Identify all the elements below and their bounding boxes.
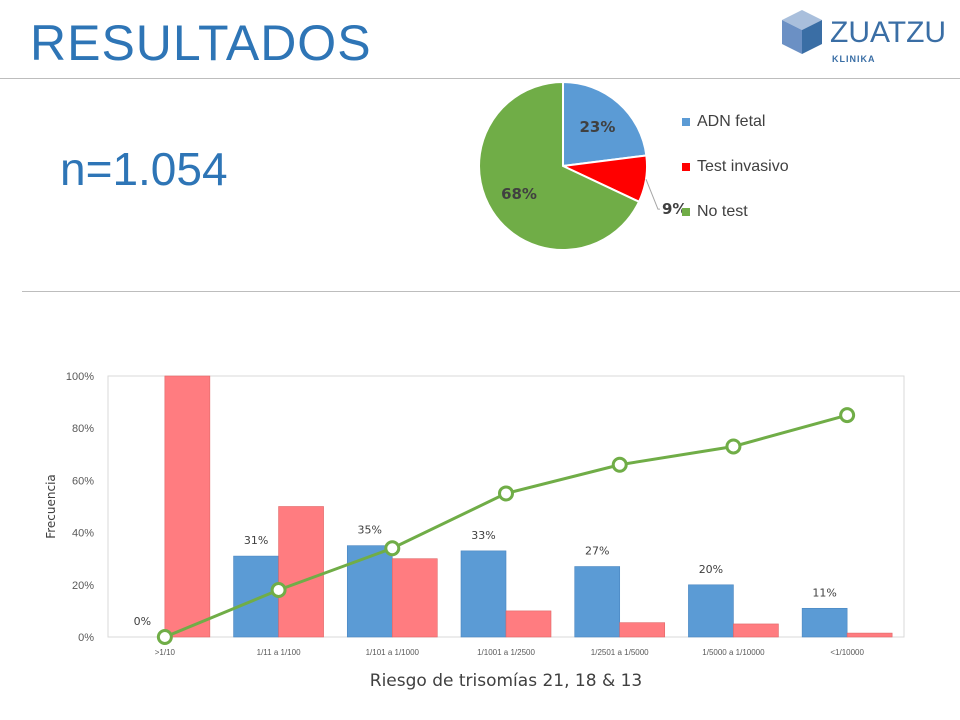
line-marker (270, 582, 287, 599)
x-tick-label: <1/10000 (830, 648, 864, 657)
pie-label-test-invasivo: 9% (662, 200, 687, 218)
bar-data-label: 20% (699, 563, 723, 576)
x-tick-label: 1/2501 a 1/5000 (591, 648, 649, 657)
pie-chart: 23% 68% 9% (478, 80, 687, 251)
cube-logo-icon (782, 10, 822, 54)
bar-data-label: 33% (471, 529, 495, 542)
bar-data-label: 35% (358, 524, 382, 537)
y-tick-label: 80% (72, 423, 94, 435)
page-title: RESULTADOS (30, 15, 372, 71)
bar-secondary (619, 622, 666, 638)
header-divider (0, 78, 960, 79)
line-marker (156, 629, 173, 645)
y-tick-label: 60% (72, 475, 94, 487)
logo-name: ZUATZU (830, 16, 947, 49)
bar-secondary (278, 506, 324, 638)
y-tick-label: 20% (72, 580, 94, 592)
logo-subtitle: KLINIKA (832, 54, 876, 64)
line-marker (611, 456, 628, 473)
line-marker (725, 438, 742, 455)
x-tick-label: 1/11 a 1/100 (257, 648, 301, 657)
legend-label: No test (697, 203, 748, 220)
bar-data-label: 0% (134, 615, 151, 628)
bar-primary (233, 555, 279, 638)
x-tick-label: 1/5000 a 1/10000 (702, 648, 765, 657)
bar-primary (801, 607, 848, 638)
x-tick-label: 1/101 a 1/1000 (366, 648, 420, 657)
bar-data-label: 31% (244, 534, 268, 547)
legend-item-adn-fetal: ADN fetal (682, 110, 789, 134)
bar-secondary (733, 623, 779, 638)
x-tick-label: 1/1001 a 1/2500 (477, 648, 535, 657)
y-axis-title: Frecuencia (44, 474, 58, 539)
section-divider (22, 291, 960, 292)
y-tick-label: 40% (72, 528, 94, 540)
x-tick-label: >1/10 (155, 648, 176, 657)
legend-item-test-invasivo: Test invasivo (682, 155, 789, 179)
zuatzu-logo: ZUATZU KLINIKA (780, 8, 950, 68)
bar-secondary (164, 375, 211, 638)
x-axis-title: Riesgo de trisomías 21, 18 & 13 (370, 671, 642, 691)
line-marker (498, 485, 514, 502)
pie-label-no-test: 68% (501, 185, 537, 203)
pie-legend: ADN fetal Test invasivo No test (682, 110, 789, 245)
sample-size: n=1.054 (60, 143, 228, 195)
bar-secondary (505, 610, 552, 638)
legend-swatch (682, 208, 690, 216)
y-tick-label: 0% (78, 632, 94, 644)
bar-secondary (391, 558, 438, 638)
bar-primary (346, 545, 393, 638)
line-marker (839, 407, 856, 424)
y-tick-label: 100% (66, 371, 94, 383)
bar-data-label: 27% (585, 545, 609, 558)
bar-primary (460, 550, 507, 638)
legend-swatch (682, 163, 690, 171)
line-marker (384, 540, 401, 557)
bar-primary (688, 584, 734, 638)
bar-data-label: 11% (812, 586, 836, 599)
legend-item-no-test: No test (682, 200, 789, 224)
pie-slice-adn-fetal (562, 80, 648, 168)
legend-label: Test invasivo (697, 158, 789, 175)
legend-swatch (682, 118, 690, 126)
pie-label-adn-fetal: 23% (579, 118, 615, 136)
bar-primary (574, 566, 621, 638)
bar-secondary (846, 632, 893, 638)
legend-label: ADN fetal (697, 113, 766, 130)
pie-slice-no-test (478, 80, 641, 251)
pie-leader-line (645, 178, 660, 210)
